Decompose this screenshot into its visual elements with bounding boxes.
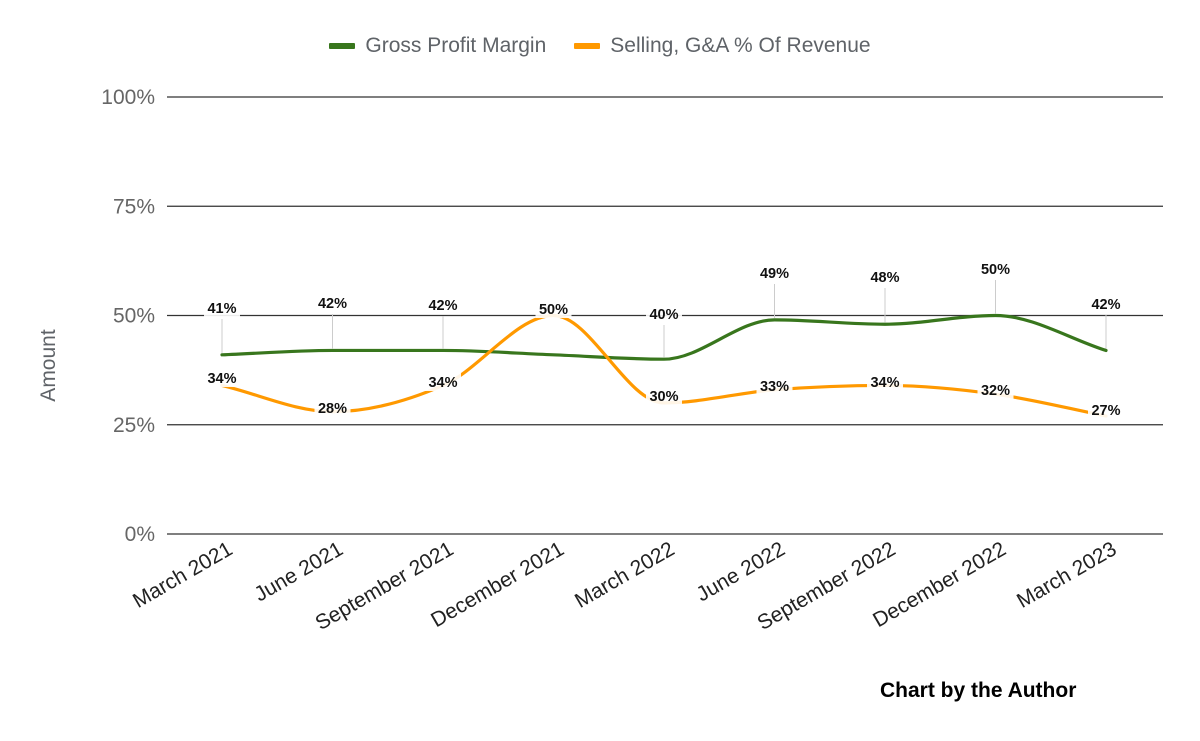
data-label-bg <box>204 299 240 317</box>
data-label: 50% <box>981 262 1010 278</box>
data-label: 34% <box>207 371 236 387</box>
data-label-bg <box>314 399 351 417</box>
legend-label: Gross Profit Margin <box>365 34 547 57</box>
data-label: 34% <box>870 375 899 391</box>
data-label: 27% <box>1091 403 1120 419</box>
data-label: 34% <box>428 375 457 391</box>
legend-swatch-icon <box>329 43 356 49</box>
data-label: 42% <box>1091 297 1120 313</box>
legend-swatch-icon <box>574 43 601 49</box>
y-tick-label: 50% <box>113 305 155 328</box>
data-label: 40% <box>649 307 678 323</box>
data-label-bg <box>1088 295 1124 313</box>
data-label: 28% <box>318 401 347 417</box>
data-label-bg <box>204 369 240 387</box>
data-label-bg <box>867 373 903 391</box>
data-label-bg <box>756 264 793 282</box>
legend-item-selling-ga[interactable]: Selling, G&A % Of Revenue <box>574 34 871 58</box>
data-label: 41% <box>207 301 236 317</box>
data-label-bg <box>425 373 461 391</box>
series-line-gross-profit-margin <box>220 313 1108 361</box>
y-tick-label: 100% <box>101 86 155 109</box>
data-label-bg <box>977 260 1014 278</box>
data-label-bg <box>425 296 461 314</box>
chart-credit: Chart by the Author <box>880 679 1077 702</box>
legend-item-gross-profit-margin[interactable]: Gross Profit Margin <box>329 34 546 58</box>
data-label: 33% <box>760 379 789 395</box>
x-tick-label: March 2023 <box>1013 537 1121 612</box>
legend-label: Selling, G&A % Of Revenue <box>610 34 871 57</box>
data-label-bg <box>646 305 682 323</box>
data-label-bg <box>1088 401 1124 419</box>
y-tick-label: 0% <box>125 523 155 546</box>
data-label: 48% <box>870 270 899 286</box>
data-label: 32% <box>981 383 1010 399</box>
legend: Gross Profit Margin Selling, G&A % Of Re… <box>0 34 1200 58</box>
data-label: 50% <box>539 302 568 318</box>
data-label: 49% <box>760 266 789 282</box>
data-label-bg <box>977 381 1014 399</box>
y-axis-title: Amount <box>37 329 60 402</box>
y-tick-label: 25% <box>113 414 155 437</box>
data-label-bg <box>867 268 903 286</box>
x-tick-label: March 2021 <box>129 537 237 612</box>
data-label-bg <box>756 377 793 395</box>
data-label: 42% <box>318 296 347 312</box>
x-tick-label: June 2022 <box>693 537 789 606</box>
data-label-bg <box>535 300 572 318</box>
x-tick-label: March 2022 <box>571 537 679 612</box>
data-label-bg <box>646 387 682 405</box>
data-label-bg <box>314 294 351 312</box>
data-label: 30% <box>649 389 678 405</box>
x-tick-label: June 2021 <box>251 537 347 606</box>
data-label: 42% <box>428 298 457 314</box>
y-tick-label: 75% <box>113 195 155 218</box>
